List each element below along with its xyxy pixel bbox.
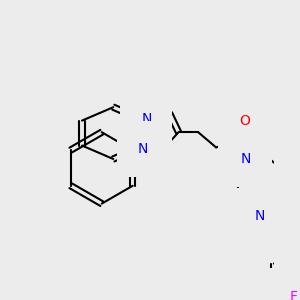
- Text: N: N: [141, 112, 152, 126]
- Text: N: N: [138, 142, 148, 156]
- Text: F: F: [289, 290, 297, 300]
- Text: N: N: [240, 152, 251, 166]
- Text: N: N: [255, 209, 266, 223]
- Text: O: O: [239, 115, 250, 128]
